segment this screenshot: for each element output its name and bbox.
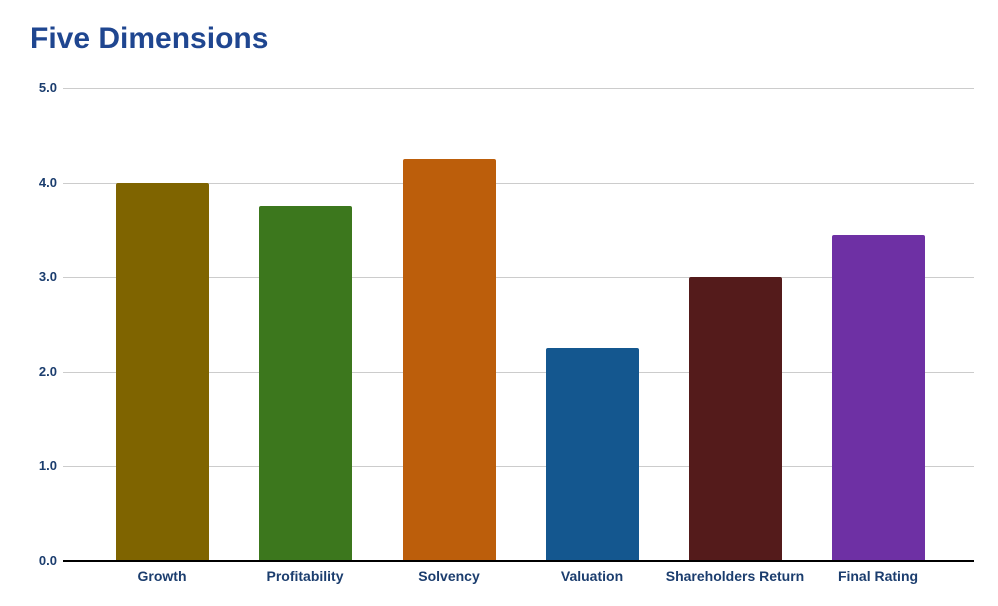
y-tick-label: 2.0 (38, 363, 57, 379)
bar-growth (115, 182, 209, 561)
bar-shareholders-return (688, 277, 782, 561)
gridline (63, 371, 974, 373)
x-axis-label-valuation: Valuation (560, 568, 624, 584)
y-tick-label: 4.0 (38, 174, 57, 190)
bar-solvency (402, 158, 496, 561)
y-tick-label: 1.0 (38, 458, 57, 474)
x-axis-label-final-rating: Final Rating (837, 568, 919, 584)
x-axis-label-growth: Growth (137, 568, 187, 584)
y-tick-label: 5.0 (38, 80, 57, 95)
x-axis-label-shareholders-return: Shareholders Return (665, 568, 805, 584)
chart-title: Five Dimensions (30, 22, 269, 55)
gridline (63, 277, 974, 279)
gridline (63, 466, 974, 468)
gridline (63, 182, 974, 184)
gridline (63, 88, 974, 89)
bar-valuation (545, 348, 639, 561)
x-axis-line (63, 560, 974, 562)
y-tick-label: 3.0 (38, 269, 57, 285)
bar-profitability (258, 206, 352, 561)
x-axis-label-profitability: Profitability (266, 568, 344, 584)
bar-final-rating (831, 234, 925, 561)
y-tick-label: 0.0 (38, 553, 57, 568)
x-axis-label-solvency: Solvency (418, 568, 480, 584)
